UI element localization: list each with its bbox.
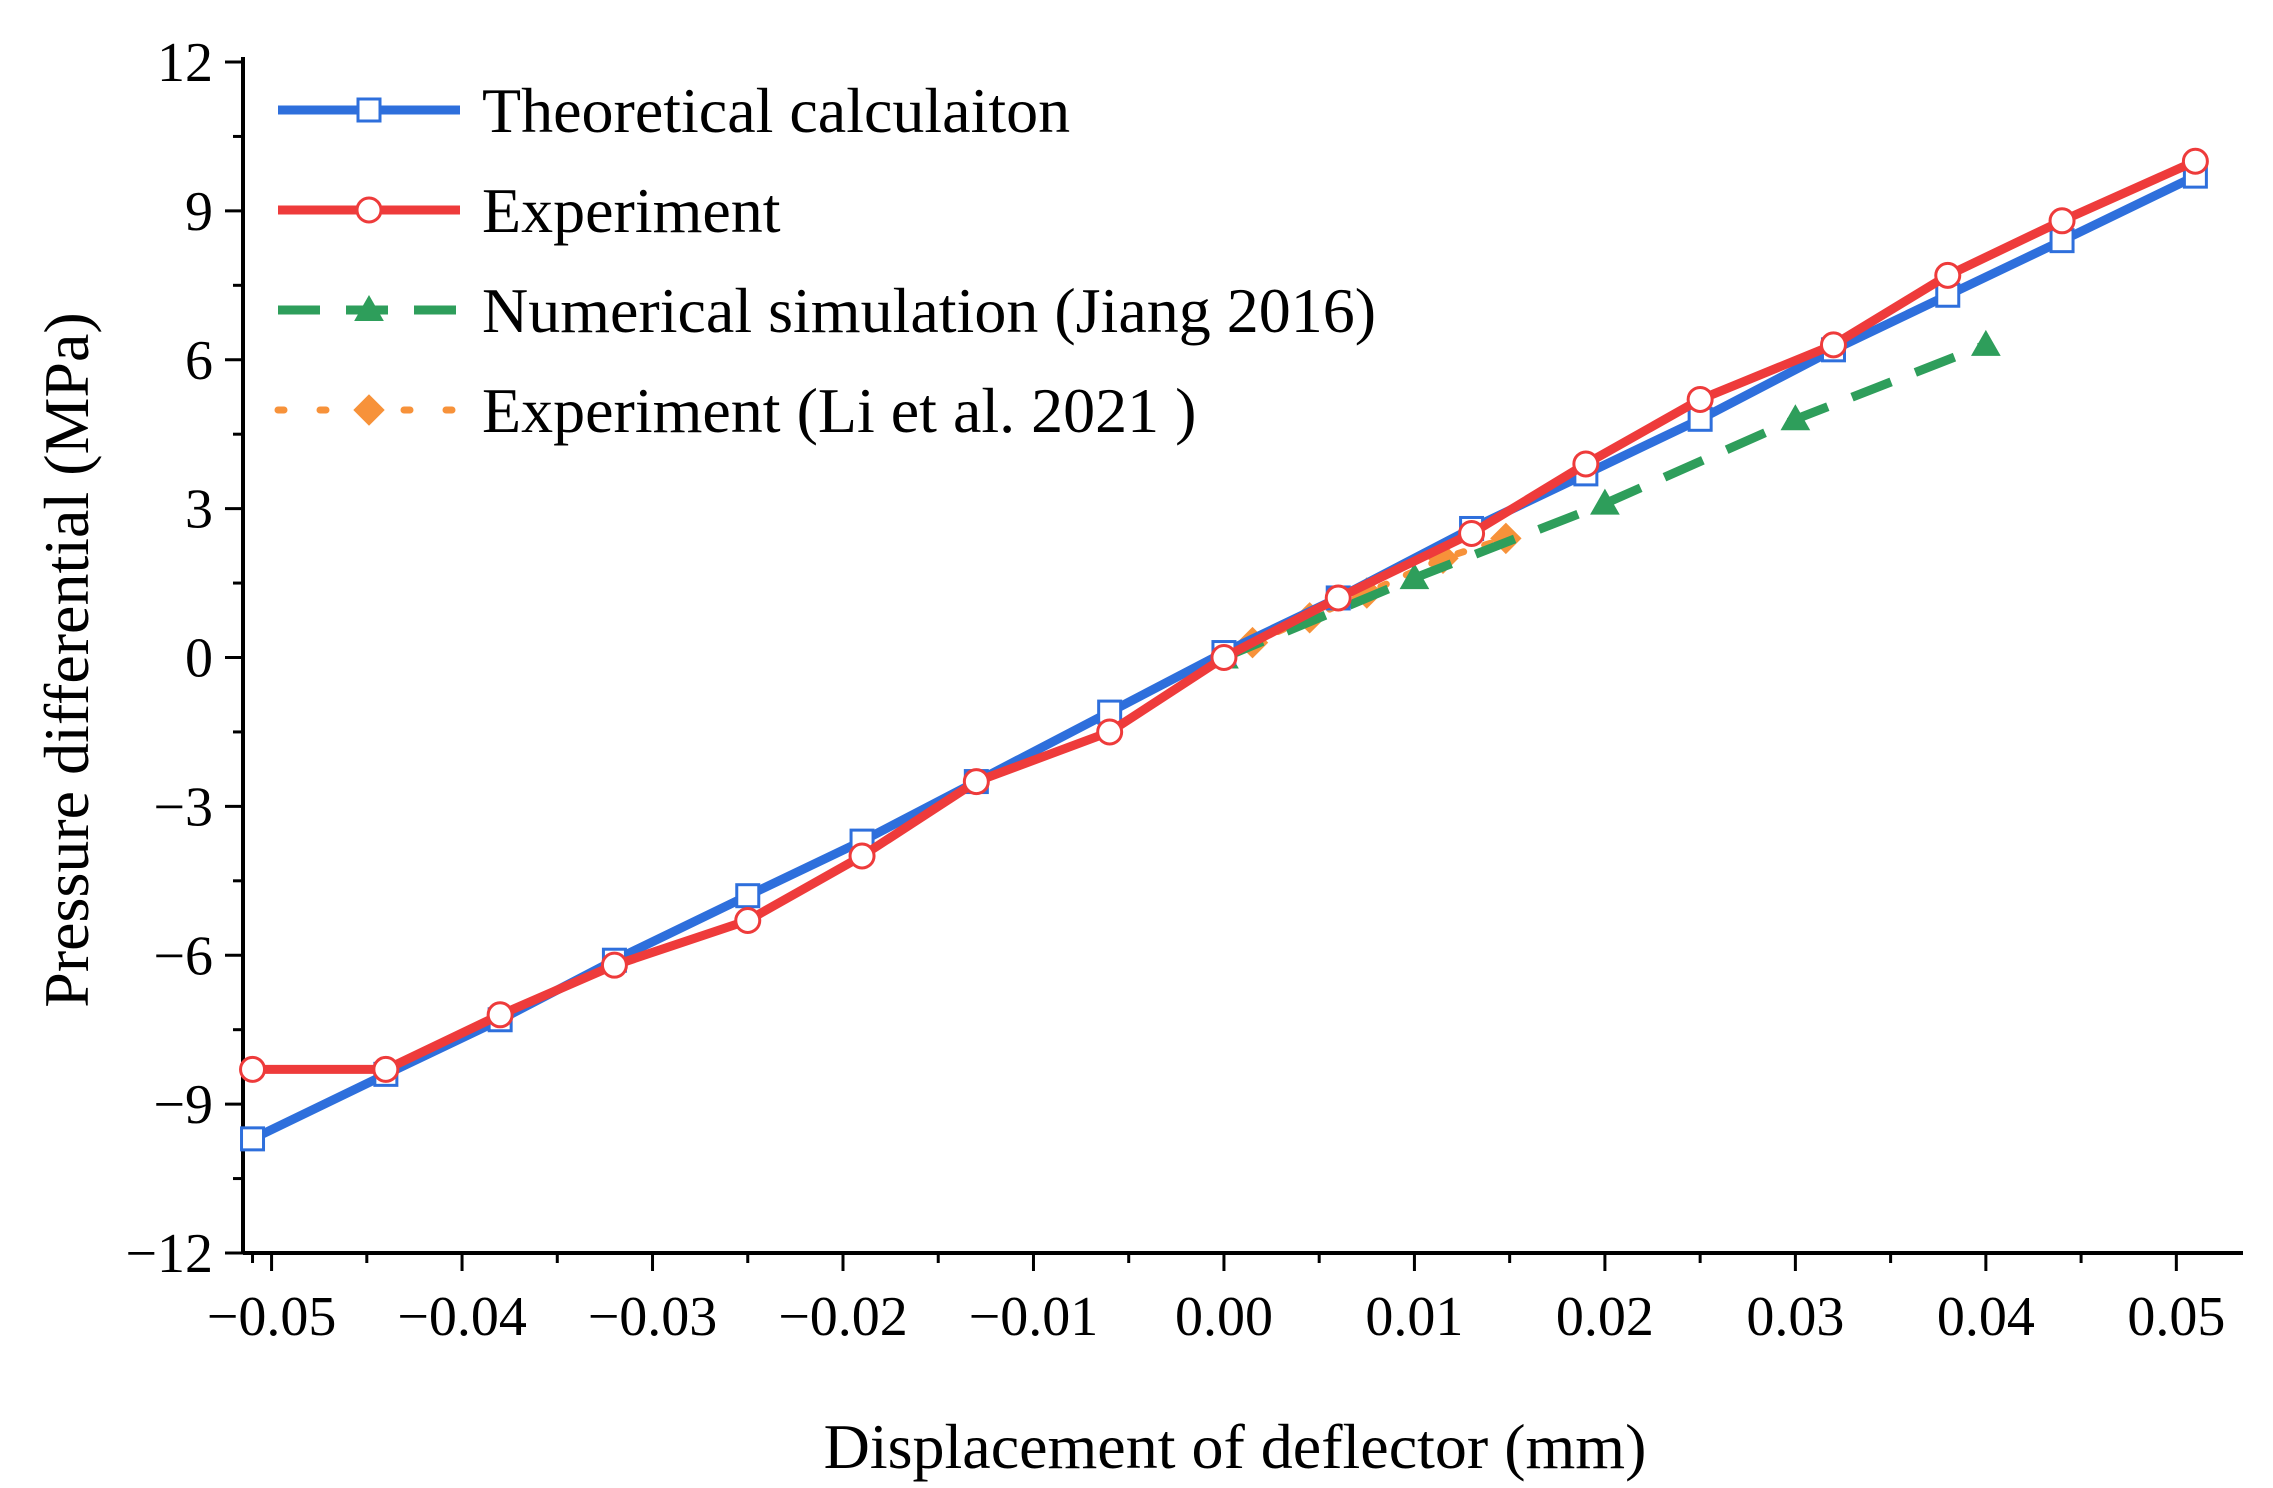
data-point bbox=[735, 883, 761, 909]
legend-label: Numerical simulation (Jiang 2016) bbox=[482, 275, 1376, 346]
data-point bbox=[2048, 207, 2076, 235]
data-point bbox=[239, 1055, 267, 1083]
series-line bbox=[1249, 534, 1510, 647]
data-point bbox=[1819, 331, 1847, 359]
data-point bbox=[1210, 644, 1238, 671]
x-tick-label: −0.02 bbox=[778, 1286, 908, 1348]
x-tick-label: −0.04 bbox=[397, 1286, 527, 1348]
legend-item-2: Numerical simulation (Jiang 2016) bbox=[278, 275, 1376, 346]
legend-label: Theoretical calculaiton bbox=[482, 75, 1070, 146]
legend-marker bbox=[354, 294, 384, 321]
legend-item-1: Experiment bbox=[278, 175, 781, 246]
x-tick-label: −0.05 bbox=[207, 1286, 337, 1348]
data-point bbox=[1399, 563, 1430, 590]
y-tick-label: −9 bbox=[153, 1074, 213, 1136]
data-point bbox=[962, 768, 990, 796]
y-tick-label: −3 bbox=[153, 776, 213, 838]
x-tick-label: 0.04 bbox=[1937, 1286, 2035, 1348]
data-point bbox=[1572, 450, 1600, 478]
x-tick-label: −0.03 bbox=[588, 1286, 718, 1348]
legend: Theoretical calculaiton Experiment Numeric… bbox=[274, 75, 1376, 446]
data-point bbox=[1780, 404, 1811, 431]
axes: −0.05 −0.04 −0.03 −0.02 −0.01 0.00 0.01 0.02 0.0… bbox=[125, 32, 2243, 1348]
data-point bbox=[1686, 385, 1714, 413]
y-tick-label: 6 bbox=[185, 330, 213, 392]
data-point bbox=[372, 1055, 400, 1083]
y-tick-label: 3 bbox=[185, 479, 213, 541]
data-point bbox=[1590, 488, 1620, 515]
data-point bbox=[240, 1126, 266, 1152]
legend-marker bbox=[356, 97, 382, 123]
data-point bbox=[486, 1001, 514, 1029]
y-tick-label: −12 bbox=[125, 1223, 213, 1285]
y-tick-label: −6 bbox=[153, 925, 213, 987]
y-tick-label: 12 bbox=[157, 32, 213, 94]
x-tick-label: 0.01 bbox=[1365, 1286, 1463, 1348]
legend-marker bbox=[355, 196, 383, 224]
legend-item-3: Experiment (Li et al. 2021 ) bbox=[274, 375, 1196, 446]
data-point bbox=[600, 951, 628, 979]
data-point bbox=[1934, 261, 1962, 289]
data-point bbox=[2181, 147, 2209, 175]
data-point bbox=[1096, 718, 1124, 746]
series-2 bbox=[1209, 329, 2001, 669]
data-point bbox=[734, 907, 762, 935]
y-tick-label: 0 bbox=[185, 628, 213, 690]
data-point bbox=[848, 842, 876, 870]
data-point bbox=[1970, 329, 2001, 356]
x-tick-label: 0.00 bbox=[1175, 1286, 1273, 1348]
x-tick-label: 0.05 bbox=[2127, 1286, 2225, 1348]
x-axis-label: Displacement of deflector (mm) bbox=[824, 1411, 1647, 1482]
data-point bbox=[1324, 584, 1352, 612]
y-axis-label: Pressure differential (MPa) bbox=[31, 312, 102, 1008]
legend-marker bbox=[353, 394, 385, 426]
x-tick-label: 0.02 bbox=[1556, 1286, 1654, 1348]
series-layer bbox=[239, 147, 2209, 1152]
data-point bbox=[1458, 519, 1486, 547]
legend-label: Experiment (Li et al. 2021 ) bbox=[482, 375, 1196, 446]
legend-item-0: Theoretical calculaiton bbox=[278, 75, 1070, 146]
x-tick-label: −0.01 bbox=[969, 1286, 1099, 1348]
legend-label: Experiment bbox=[482, 175, 781, 246]
y-tick-label: 9 bbox=[185, 181, 213, 243]
series-1 bbox=[239, 147, 2209, 1083]
x-tick-label: 0.03 bbox=[1746, 1286, 1844, 1348]
